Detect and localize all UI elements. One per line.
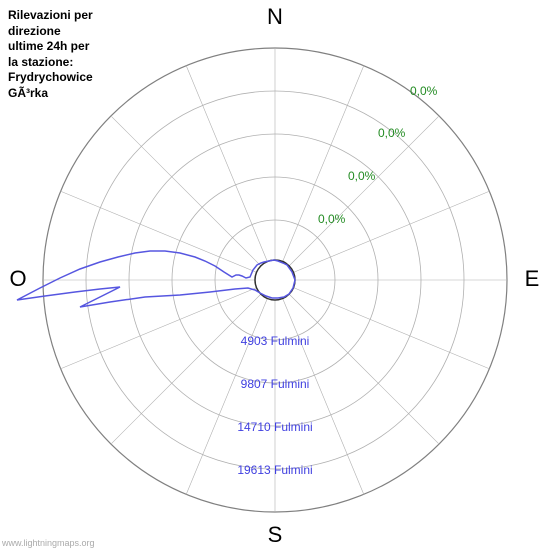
count-label: 14710 Fulmini [237, 420, 312, 434]
count-label: 9807 Fulmini [241, 377, 310, 391]
ratio-label: 0,0% [348, 169, 376, 183]
count-label: 19613 Fulmini [237, 463, 312, 477]
count-label: 4903 Fulmini [241, 334, 310, 348]
ratio-label: 0,0% [378, 126, 406, 140]
cardinal-label: N [267, 4, 283, 29]
cardinal-label: O [9, 266, 26, 291]
cardinal-label: E [525, 266, 540, 291]
ratio-label: 0,0% [410, 84, 438, 98]
ratio-label: 0,0% [318, 212, 346, 226]
polar-chart: N E S O 0,0% 0,0% 0,0% 0,0% 4903 Fulmini 9807 F… [0, 0, 550, 550]
cardinal-label: S [268, 522, 283, 547]
